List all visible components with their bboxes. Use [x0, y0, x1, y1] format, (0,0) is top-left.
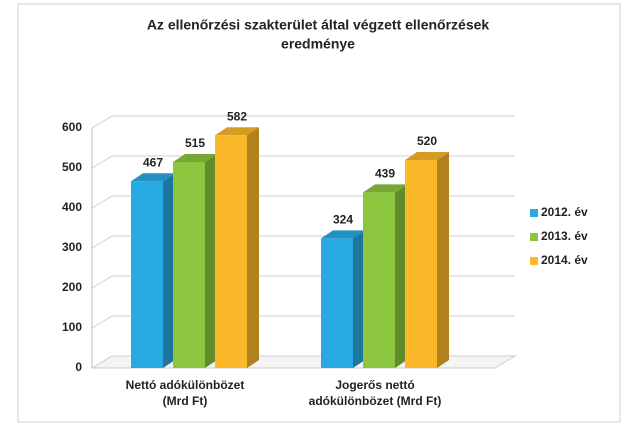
bar-top [173, 154, 217, 162]
legend-swatch [530, 209, 538, 217]
x-tick-label: Nettó adókülönbözet [126, 378, 245, 392]
bar [405, 160, 437, 368]
bar-side [205, 154, 217, 368]
legend-label: 2012. év [541, 205, 588, 219]
y-tick-label: 400 [62, 200, 82, 214]
chart-title: eredménye [281, 36, 355, 52]
bar-top [131, 173, 175, 182]
grid-line [91, 155, 515, 169]
bar [321, 238, 353, 368]
y-tick-label: 600 [62, 120, 82, 134]
y-tick-label: 0 [75, 360, 82, 374]
bar-top [405, 152, 449, 160]
legend-label: 2013. év [541, 229, 588, 243]
y-tick-label: 100 [62, 320, 82, 334]
bar [363, 192, 395, 368]
bar-side [437, 152, 449, 368]
bar-side [395, 184, 407, 368]
bar [173, 162, 205, 368]
y-tick-label: 500 [62, 160, 82, 174]
bar-top [363, 184, 407, 193]
bar-side [353, 230, 365, 368]
x-tick-label: (Mrd Ft) [163, 394, 208, 408]
x-tick-label: adókülönbözet (Mrd Ft) [309, 394, 442, 408]
chart-frame [17, 3, 621, 423]
legend-label: 2014. év [541, 253, 588, 267]
y-tick-label: 300 [62, 240, 82, 254]
bar-top [321, 230, 365, 239]
data-label: 324 [333, 213, 353, 227]
grid-line [91, 115, 515, 129]
data-label: 467 [143, 155, 163, 169]
bar [131, 181, 163, 368]
legend-swatch [530, 257, 538, 265]
legend-swatch [530, 233, 538, 241]
y-tick-label: 200 [62, 280, 82, 294]
data-label: 515 [185, 136, 205, 150]
data-label: 439 [375, 167, 395, 181]
bar-side [163, 173, 175, 368]
bar-top [215, 127, 259, 136]
data-label: 582 [227, 109, 247, 123]
data-label: 520 [417, 134, 437, 148]
bar-side [247, 127, 259, 368]
x-tick-label: Jogerős nettó [335, 378, 414, 392]
bar [215, 135, 247, 368]
chart-title: Az ellenőrzési szakterület által végzett… [147, 17, 490, 33]
